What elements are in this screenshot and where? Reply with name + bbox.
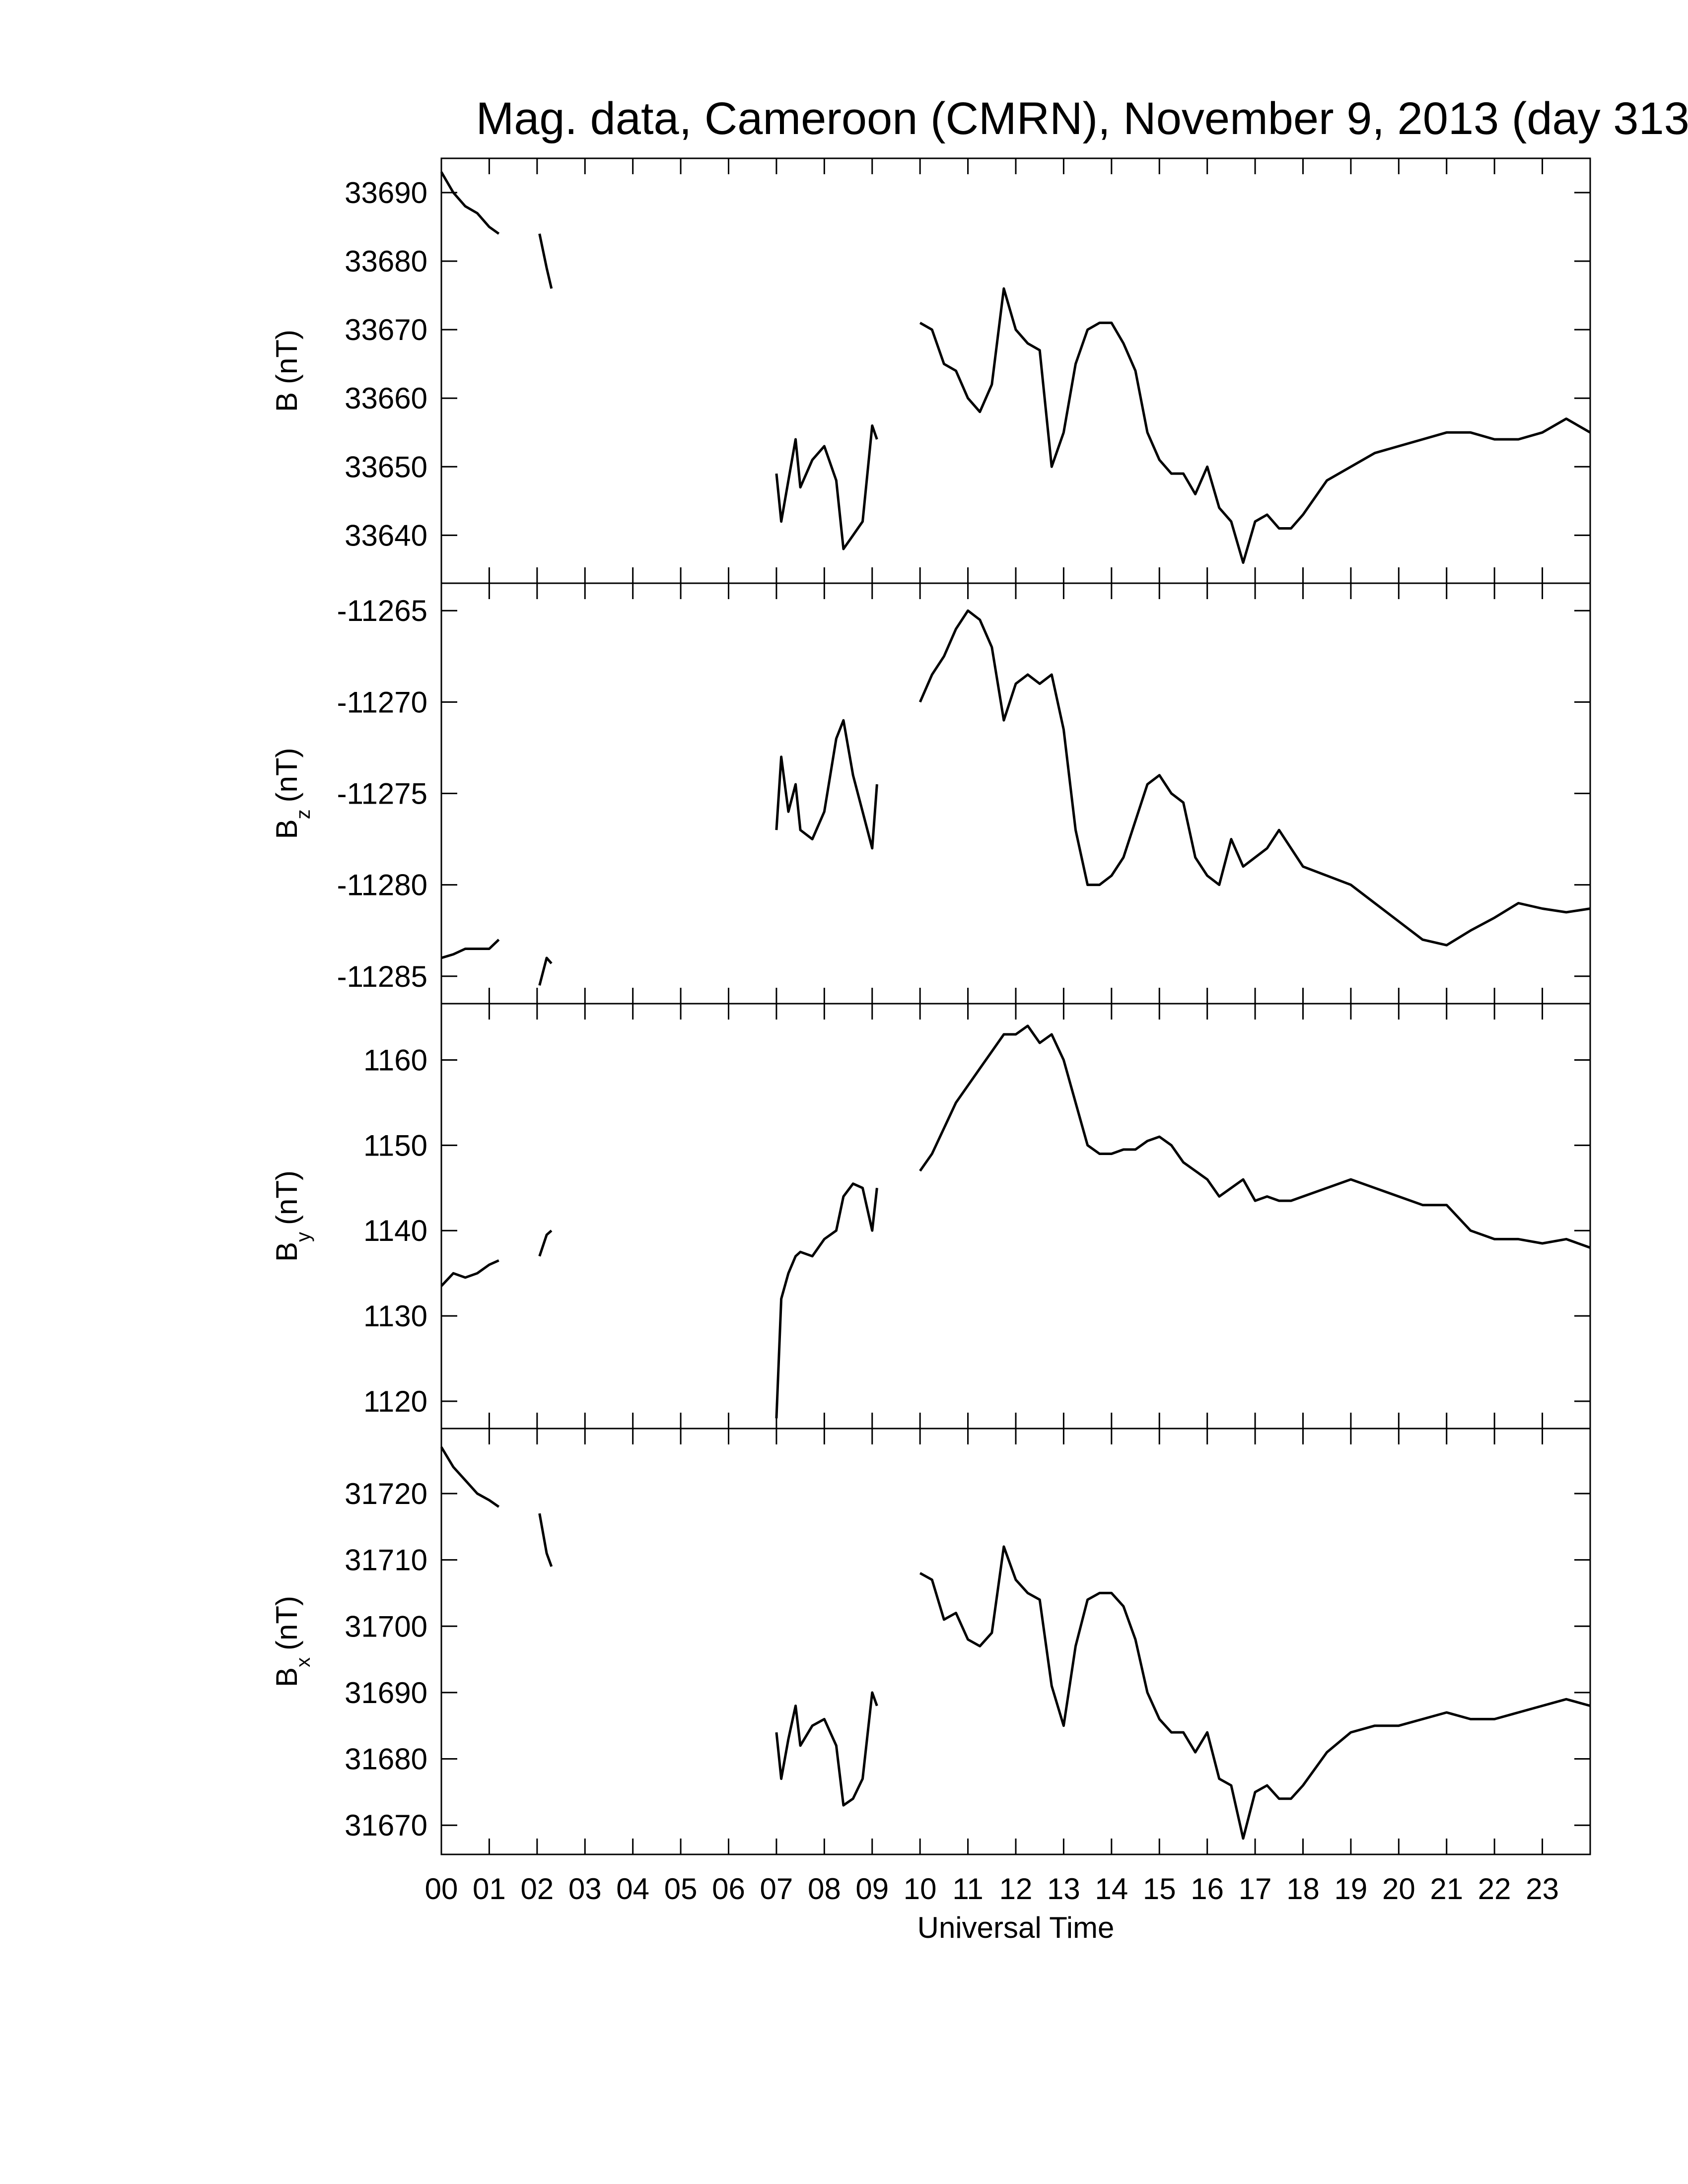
- y-tick-label: 33670: [345, 313, 427, 346]
- x-tick-label: 16: [1191, 1872, 1224, 1906]
- y-label-base: B: [270, 819, 303, 839]
- chart-title: Mag. data, Cameroon (CMRN), November 9, …: [476, 93, 1688, 144]
- y-label-unit: (nT): [270, 1170, 303, 1225]
- x-tick-label: 15: [1143, 1872, 1176, 1906]
- y-label-unit: (nT): [270, 330, 303, 384]
- x-tick-label: 14: [1095, 1872, 1128, 1906]
- x-tick-label: 22: [1478, 1872, 1511, 1906]
- x-tick-label: 04: [616, 1872, 649, 1906]
- y-tick-label: 33690: [345, 176, 427, 209]
- y-tick-label: 1130: [363, 1299, 427, 1333]
- plot-frame: [440, 582, 1591, 1005]
- x-tick-label: 09: [855, 1872, 889, 1906]
- y-label-unit: (nT): [270, 748, 303, 802]
- y-tick-label: -11265: [337, 594, 427, 627]
- x-tick-label: 03: [568, 1872, 602, 1906]
- x-tick-label: 08: [808, 1872, 841, 1906]
- x-tick-label: 00: [425, 1872, 458, 1906]
- x-tick-label: 21: [1430, 1872, 1463, 1906]
- y-tick-label: 1120: [363, 1385, 427, 1418]
- y-axis-label-text: B (nT): [270, 330, 303, 412]
- x-tick-label: 20: [1382, 1872, 1415, 1906]
- y-tick-label: 31710: [345, 1544, 427, 1577]
- x-tick-label: 05: [664, 1872, 698, 1906]
- y-tick-label: 1140: [363, 1214, 427, 1247]
- y-label-base: B: [270, 392, 303, 412]
- y-axis-label: By (nT): [270, 1170, 314, 1262]
- x-tick-label: 10: [904, 1872, 937, 1906]
- y-tick-label: 1160: [363, 1043, 427, 1077]
- x-tick-label: 17: [1239, 1872, 1272, 1906]
- data-line: [440, 1024, 1591, 1419]
- y-tick-label: 33680: [345, 245, 427, 278]
- x-tick-label: 23: [1526, 1872, 1559, 1906]
- data-line: [440, 1446, 1591, 1840]
- plot-frame: [440, 1003, 1591, 1430]
- y-tick-label: 31700: [345, 1610, 427, 1643]
- y-axis-label: Bz (nT): [270, 748, 314, 839]
- y-axis-label-text: By (nT): [270, 1170, 314, 1262]
- y-label-unit: (nT): [270, 1596, 303, 1650]
- y-axis-label-text: Bx (nT): [270, 1596, 314, 1687]
- y-tick-label: -11275: [337, 777, 427, 811]
- y-tick-label: 31720: [345, 1477, 427, 1510]
- x-tick-label: 12: [999, 1872, 1033, 1906]
- data-line: [440, 171, 1591, 564]
- y-tick-label: -11285: [337, 960, 427, 993]
- y-tick-label: 1150: [363, 1129, 427, 1162]
- y-label-base: B: [270, 1242, 303, 1262]
- y-tick-label: 31690: [345, 1676, 427, 1709]
- y-label-base: B: [270, 1667, 303, 1687]
- y-axis-label: Bx (nT): [270, 1596, 314, 1687]
- data-line: [441, 609, 1591, 986]
- y-label-sub: z: [292, 809, 314, 819]
- y-tick-label: -11270: [337, 685, 427, 719]
- x-tick-label: 01: [473, 1872, 506, 1906]
- y-label-sub: x: [292, 1657, 314, 1667]
- plot-frame: [440, 157, 1591, 584]
- x-tick-label: 07: [760, 1872, 793, 1906]
- y-tick-label: 33660: [345, 382, 427, 415]
- x-tick-label: 13: [1047, 1872, 1080, 1906]
- y-tick-label: 31670: [345, 1809, 427, 1842]
- x-tick-label: 19: [1335, 1872, 1368, 1906]
- y-tick-label: -11280: [337, 869, 427, 902]
- y-tick-label: 33650: [345, 450, 427, 483]
- y-axis-label-text: Bz (nT): [270, 748, 314, 839]
- x-axis-label: Universal Time: [917, 1911, 1115, 1944]
- y-tick-label: 33640: [345, 519, 427, 552]
- plot-frame: [440, 1428, 1591, 1855]
- y-tick-label: 31680: [345, 1743, 427, 1776]
- x-tick-label: 06: [712, 1872, 745, 1906]
- y-label-sub: y: [292, 1232, 314, 1242]
- y-axis-label: B (nT): [270, 330, 303, 412]
- x-tick-label: 02: [520, 1872, 554, 1906]
- x-tick-label: 11: [952, 1872, 983, 1906]
- x-tick-label: 18: [1286, 1872, 1320, 1906]
